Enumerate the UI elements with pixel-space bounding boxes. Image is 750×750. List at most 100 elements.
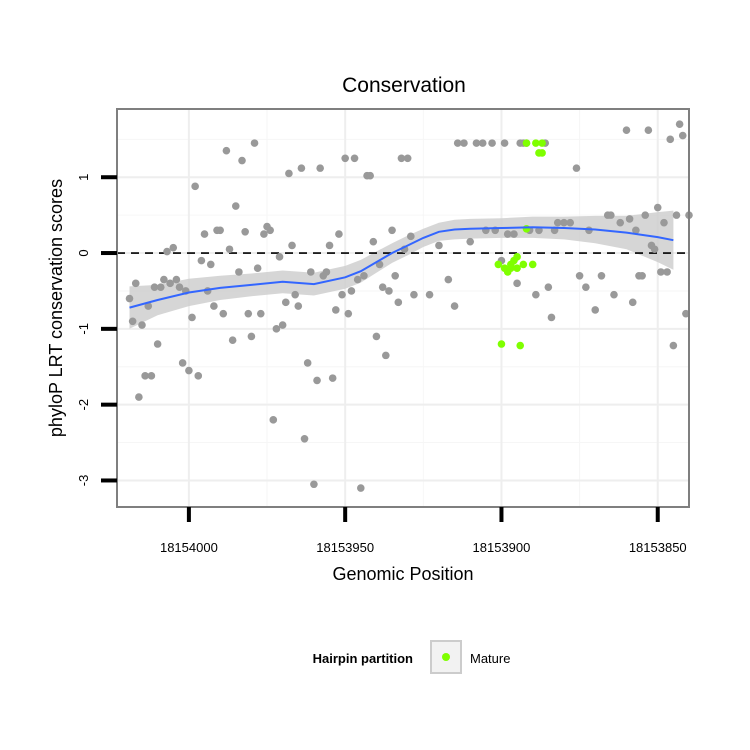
point-other [403,154,412,163]
point-other [444,275,453,284]
point-other [435,241,443,250]
point-other [344,309,353,318]
point-other [622,126,631,135]
y-axis-ticks: -3 -2 -1 0 1 [76,174,117,486]
point-other [391,271,399,280]
point-other [610,290,618,299]
point-other [660,218,668,227]
x-tick-label: 18153950 [316,540,374,555]
point-other [394,298,403,307]
point-other [250,139,259,147]
grid [117,109,689,507]
point-other [285,169,293,178]
legend-title: Hairpin partition [313,651,413,666]
chart-title: Conservation [342,74,466,97]
point-other [638,271,646,280]
point-other [466,237,475,246]
point-other [410,290,418,299]
point-other [453,139,462,147]
point-other [200,230,209,238]
point-other [131,279,140,288]
point-other [625,215,634,223]
point-mature [522,224,531,233]
point-other [322,268,331,276]
point-other [291,290,299,299]
point-other [325,241,334,250]
point-other [260,230,268,238]
smooth-line [129,226,674,309]
point-mature [538,149,546,157]
point-other [175,283,184,291]
point-other [628,298,637,307]
point-other [235,268,243,276]
point-other [197,256,206,265]
point-other [553,218,562,227]
point-other [460,139,468,147]
point-other [666,135,675,144]
point-other [231,202,240,210]
point-other [632,226,640,235]
point-other [582,283,590,291]
x-tick-label: 18153850 [629,540,687,555]
point-other [597,271,606,280]
point-other [247,332,256,341]
point-other [388,226,396,235]
point-other [478,139,487,147]
point-other [275,253,284,261]
point-other [513,279,521,288]
point-other [163,247,171,256]
point-other [147,372,156,380]
point-other [657,268,665,276]
point-other [294,302,303,310]
y-tick-label: -2 [76,399,91,411]
point-other [160,275,168,284]
point-other [407,232,415,241]
x-axis-ticks: 18154000 18153950 18153900 18153850 [160,507,687,555]
point-other [378,283,387,291]
x-tick-label: 18153900 [473,540,531,555]
point-other [372,332,381,341]
point-other [306,268,315,276]
point-mature [538,139,546,147]
point-mature [528,260,537,269]
point-other [150,283,159,291]
y-tick-label: 0 [76,249,91,256]
point-other [616,218,625,227]
point-other [178,359,187,367]
point-other [210,302,218,310]
point-other [125,294,134,303]
point-mature [522,139,531,147]
point-other [191,182,199,191]
point-other [135,393,143,401]
point-other [238,156,246,165]
point-other [297,164,306,172]
point-other [566,218,575,227]
point-mature [494,260,503,269]
smooth-line-layer [129,226,674,309]
point-other [153,340,162,348]
point-other [166,279,174,288]
point-other [641,211,650,219]
point-other [360,271,368,280]
point-other [347,287,356,295]
point-other [425,290,434,299]
point-other [607,211,615,219]
point-other [350,154,359,163]
point-other [532,290,540,299]
point-other [256,309,265,318]
legend-mature-label: Mature [470,651,510,666]
point-other [169,243,178,252]
y-tick-label: -1 [76,323,91,335]
point-other [281,298,290,307]
point-other [650,245,659,254]
point-mature [532,139,540,147]
point-other [225,245,234,254]
point-other [138,321,146,329]
point-other [357,484,365,492]
point-other [503,230,512,238]
point-other [672,211,681,219]
point-mature [507,264,515,273]
point-other [172,275,181,284]
legend: Hairpin partition Mature [313,640,510,674]
point-other [331,306,340,314]
